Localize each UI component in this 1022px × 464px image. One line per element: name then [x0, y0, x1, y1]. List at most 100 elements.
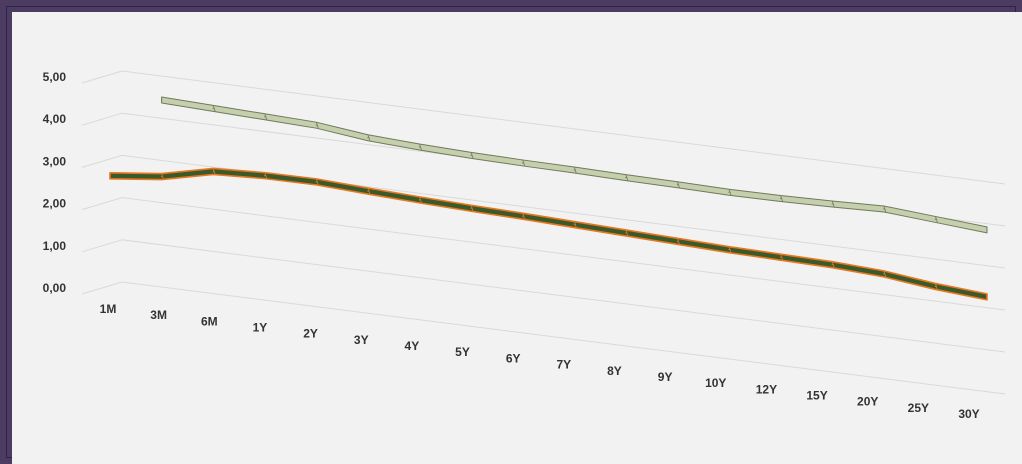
x-tick-label: 7Y — [556, 358, 571, 372]
y-tick-label: 0,00 — [43, 281, 67, 295]
y-tick-label: 3,00 — [43, 154, 67, 168]
data-point — [109, 175, 111, 177]
x-tick-label: 25Y — [908, 401, 929, 415]
x-tick-label: 3Y — [354, 333, 369, 347]
data-point — [625, 232, 627, 234]
data-point — [160, 99, 163, 101]
ribbon-segment — [625, 229, 629, 237]
series-ribbon — [109, 167, 988, 301]
data-point — [676, 184, 679, 186]
gridline — [121, 197, 1006, 311]
x-tick-label: 5Y — [455, 345, 470, 359]
data-point — [676, 240, 679, 242]
data-point — [212, 170, 214, 173]
x-tick-label: 30Y — [958, 407, 979, 421]
ribbon-segment — [315, 122, 319, 129]
gridline — [121, 239, 1006, 353]
ribbon-segment — [264, 113, 268, 120]
data-point — [883, 208, 885, 210]
ribbon-segment — [573, 166, 577, 174]
ribbon-segment — [470, 152, 474, 159]
ribbon-segment — [470, 205, 474, 212]
x-tick-label: 12Y — [756, 382, 777, 396]
ribbon-segment — [367, 134, 371, 141]
plot-area: 0,00 1,00 2,00 3,00 4,00 5,00 1M 3M 6M 1Y 2Y 3Y 4Y 5Y… — [12, 12, 1022, 464]
x-tick-label: 9Y — [658, 370, 673, 384]
data-point — [573, 169, 575, 171]
gridline — [121, 281, 1006, 395]
ribbon-segment — [780, 254, 784, 261]
data-point — [470, 207, 472, 209]
depth-tick — [81, 112, 123, 126]
ribbon-segment — [831, 261, 835, 268]
data-point — [315, 181, 317, 183]
data-point — [160, 175, 163, 178]
data-point — [470, 154, 472, 156]
data-point — [934, 285, 937, 288]
x-tick-label: 10Y — [705, 376, 726, 390]
ribbon-segment — [522, 213, 526, 220]
data-point — [728, 191, 730, 193]
ribbon-segment — [264, 172, 268, 179]
data-point — [315, 124, 317, 126]
depth-tick — [81, 197, 123, 211]
depth-tick — [81, 154, 123, 168]
data-point — [418, 146, 421, 148]
gridline — [121, 70, 1006, 185]
data-point — [625, 176, 627, 179]
ribbon-segment — [935, 283, 938, 290]
data-point — [831, 264, 833, 266]
x-tick-label: 4Y — [405, 339, 420, 353]
ribbon-segment — [212, 105, 216, 112]
ribbon-segment — [212, 168, 216, 175]
x-tick-label: 1Y — [253, 321, 268, 335]
y-tick-label: 2,00 — [43, 197, 67, 211]
ribbon-segment — [419, 143, 422, 151]
ribbon-segment — [161, 173, 164, 180]
data-point — [522, 162, 524, 164]
ribbon-segment — [728, 189, 732, 196]
data-point — [522, 215, 524, 217]
chart-svg: 0,00 1,00 2,00 3,00 4,00 5,00 1M 3M 6M 1Y 2Y 3Y 4Y 5Y… — [43, 70, 1006, 421]
data-point — [264, 175, 266, 177]
ribbon-segment — [883, 205, 887, 213]
ribbon-segment — [780, 195, 784, 202]
ribbon-segment — [625, 174, 629, 181]
x-tick-label: 3M — [150, 308, 167, 322]
data-point — [986, 229, 988, 231]
data-point — [728, 249, 730, 251]
ribbon-segment — [831, 200, 835, 208]
depth-tick — [81, 239, 123, 253]
ribbon-segment — [522, 159, 526, 167]
y-tick-label: 5,00 — [43, 70, 67, 84]
data-point — [986, 296, 988, 298]
data-point — [780, 256, 782, 258]
ribbon-segment — [677, 181, 680, 188]
x-tick-label: 1M — [100, 302, 117, 316]
data-point — [573, 223, 575, 226]
x-tick-label: 15Y — [806, 388, 827, 402]
data-point — [934, 218, 937, 221]
ribbon-segment — [883, 270, 887, 278]
depth-tick — [81, 70, 123, 84]
x-tick-label: 20Y — [857, 395, 878, 409]
x-tick-label: 6Y — [506, 351, 521, 365]
ribbon-segment — [935, 216, 938, 223]
x-tick-label: 8Y — [607, 364, 622, 378]
data-point — [780, 197, 782, 200]
ribbon-segment — [728, 246, 732, 253]
ribbon-segment — [573, 221, 577, 228]
data-point — [264, 116, 266, 118]
ribbon-segment — [367, 187, 371, 195]
y-tick-label: 4,00 — [43, 112, 67, 126]
x-tick-label: 6M — [201, 314, 218, 328]
depth-tick — [81, 281, 123, 295]
series-ribbon — [161, 96, 988, 234]
data-point — [418, 199, 421, 201]
ribbon-segment — [677, 238, 680, 245]
data-point — [212, 107, 214, 110]
data-point — [367, 190, 369, 192]
y-tick-label: 1,00 — [43, 239, 67, 253]
ribbon-segment — [315, 178, 319, 186]
